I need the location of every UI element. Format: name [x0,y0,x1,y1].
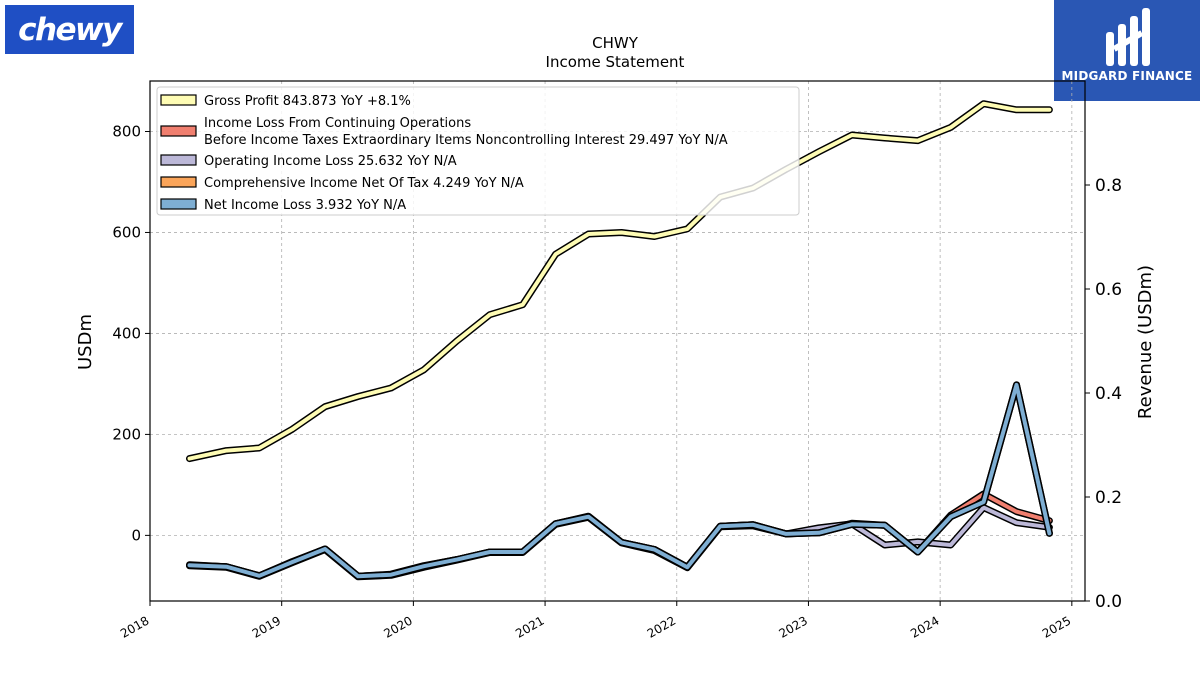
x-tick-label: 2025 [1040,613,1073,640]
x-tick-label: 2018 [118,613,151,640]
legend-swatch [160,125,197,137]
y2-tick-label: 0.0 [1095,592,1122,612]
legend-swatch [160,198,197,210]
chewy-logo-text: chewy [18,11,122,48]
chart-title: CHWY [592,34,639,52]
x-tick-label: 2022 [645,613,678,640]
y2-tick-label: 0.8 [1095,176,1122,196]
legend-swatch [160,154,197,166]
legend: Gross Profit 843.873 YoY +8.1% Income Los… [156,86,800,216]
legend-swatch [160,176,197,188]
series-0-line [187,101,1052,461]
y-tick-label: 600 [112,223,141,241]
y2-tick-label: 0.4 [1095,384,1122,404]
y2-tick-label: 0.2 [1095,488,1122,508]
y-tick-label: 200 [112,425,141,443]
legend-swatch [160,94,197,106]
series-lines [186,100,1053,581]
publisher-name: MIDGARD FINANCE [1061,69,1193,83]
y2-axis-label: Revenue (USDm) [1135,265,1156,419]
x-tick-label: 2019 [250,613,283,640]
y-axis-label: USDm [75,314,96,370]
legend-label: Income Loss From Continuing Operations [204,116,471,131]
midgard-mark-icon [1106,8,1150,66]
y-tick-label: 800 [112,122,141,140]
x-tick-label: 2023 [776,613,809,640]
x-tick-label: 2024 [908,613,941,640]
chewy-logo: chewy [5,5,134,54]
legend-label: Operating Income Loss 25.632 YoY N/A [204,154,457,169]
legend-label: Gross Profit 843.873 YoY +8.1% [204,94,411,109]
chart-subtitle: Income Statement [546,53,685,71]
series-4-line [187,382,1052,579]
x-tick-label: 2020 [381,613,414,640]
y2-tick-label: 0.6 [1095,280,1122,300]
legend-label: Net Income Loss 3.932 YoY N/A [204,198,406,213]
plot-frame [149,80,1086,602]
legend-label: Before Income Taxes Extraordinary Items … [204,133,728,148]
x-tick-label: 2021 [513,613,546,640]
midgard-finance-logo: MIDGARD FINANCE [1054,0,1200,101]
y-tick-label: 400 [112,324,141,342]
legend-box [156,86,800,216]
y-tick-label: 0 [131,526,141,544]
legend-label: Comprehensive Income Net Of Tax 4.249 Yo… [204,176,524,191]
